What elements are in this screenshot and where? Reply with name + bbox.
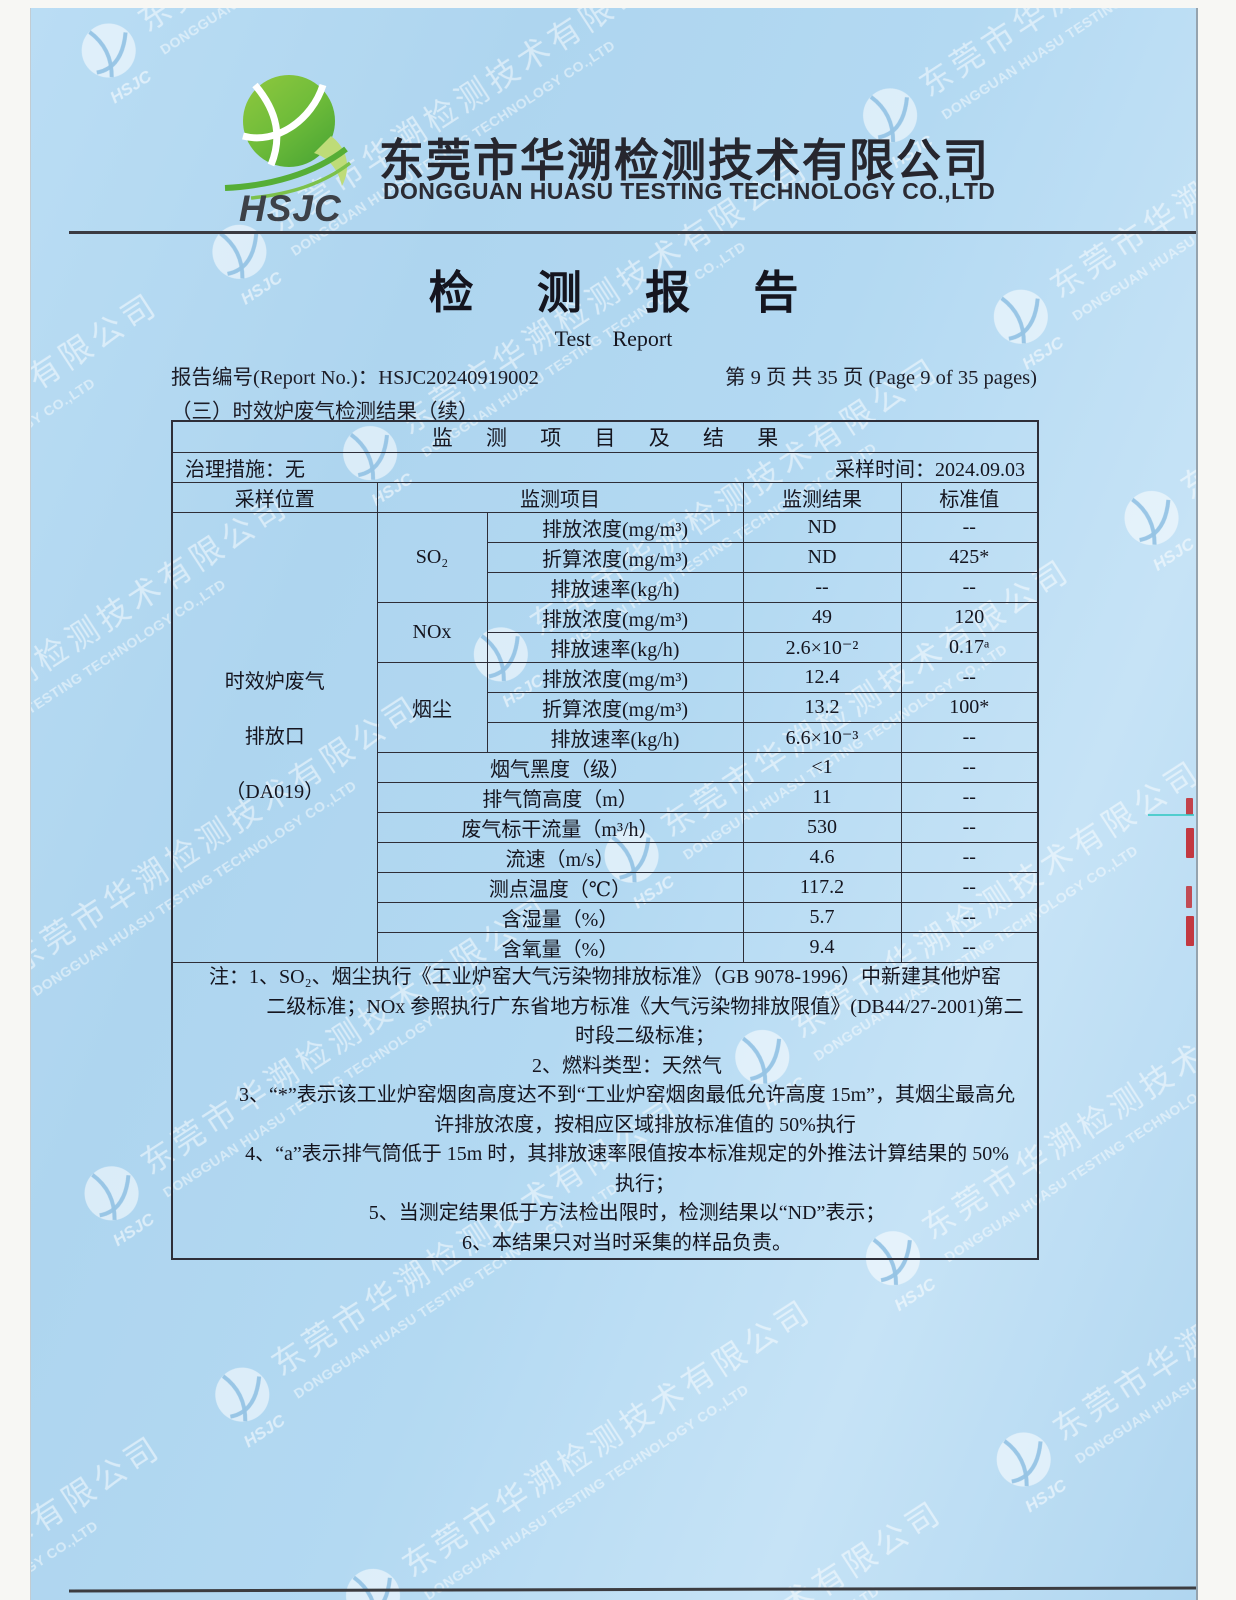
standard-cell: 100* (900, 692, 1039, 723)
standard-cell: -- (900, 782, 1039, 813)
result-cell: 530 (742, 812, 902, 843)
result-cell: 49 (742, 602, 902, 633)
table-row: 烟尘 排放浓度(mg/m³) 12.4 -- (172, 662, 1039, 753)
table-row: 含湿量（%） 5.7 -- (172, 902, 1039, 933)
red-edge-mark (1186, 886, 1192, 908)
table-title: 监 测 项 目 及 结 果 (171, 420, 1039, 453)
note-line: 时段二级标准； (575, 1025, 716, 1047)
sample-position-cell: 时效炉废气 排放口 （DA019） (171, 512, 378, 963)
result-cell: ND (742, 512, 902, 543)
table-row: 含氧量（%） 9.4 -- (172, 932, 1039, 963)
sampling-time: 采样时间：2024.09.03 (835, 459, 1026, 481)
pollutant-group-nox: NOx (376, 602, 488, 663)
param-cell: 排放速率(kg/h) (486, 632, 744, 663)
col-header-standard: 标准值 (900, 482, 1039, 513)
param-cell: 排放速率(kg/h) (486, 722, 744, 753)
param-cell: 排放浓度(mg/m³) (486, 512, 744, 543)
result-cell: 117.2 (742, 872, 902, 903)
table-row: 流速（m/s） 4.6 -- (172, 842, 1039, 873)
col-header-result: 监测结果 (742, 482, 902, 513)
standard-cell: -- (900, 722, 1039, 753)
result-cell: <1 (742, 752, 902, 783)
note-line: 3、“*”表示该工业炉窑烟囱高度达不到“工业炉窑烟囱最低允许高度 15m”，其烟… (238, 1084, 1016, 1106)
pollutant-group-so2: SO₂ (376, 512, 488, 603)
table-row: 折算浓度(mg/m³) 13.2 100* (172, 692, 1039, 723)
param-cell: 测点温度（℃） (376, 872, 744, 903)
standard-cell: -- (900, 752, 1039, 783)
standard-cell: -- (900, 842, 1039, 873)
report-number-label: 报告编号(Report No.)： (171, 367, 379, 389)
standard-cell: 0.17ᵃ (900, 632, 1039, 663)
standard-cell: -- (900, 872, 1039, 903)
standard-cell: -- (900, 932, 1039, 963)
param-cell: 排放浓度(mg/m³) (486, 602, 744, 633)
note-line: 执行； (615, 1172, 676, 1195)
report-number: 报告编号(Report No.)：HSJC20240919002 (171, 360, 539, 390)
standard-cell: -- (900, 512, 1039, 543)
note-line: 6、本结果只对当时采集的样品负责。 (462, 1231, 793, 1254)
company-name-en: DONGGUAN HUASU TESTING TECHNOLOGY CO.,LT… (383, 178, 996, 204)
param-cell: 烟气黑度（级） (376, 752, 744, 783)
scanned-report-page: HSJC 东莞市华溯检测技术有限公司 DONGGUAN HUASU TESTIN… (30, 8, 1198, 1600)
company-logo-icon: HSJC (224, 75, 352, 224)
page-indicator: 第 9 页 共 35 页 (Page 9 of 35 pages) (724, 367, 1037, 389)
table-row: 测点温度（℃） 117.2 -- (172, 872, 1039, 903)
param-cell: 排放速率(kg/h) (486, 572, 744, 603)
result-cell: ND (742, 542, 902, 573)
param-cell: 折算浓度(mg/m³) (486, 542, 744, 573)
note-line: 许排放浓度，按相应区域排放标准值的 50%执行 (434, 1113, 856, 1136)
note-line: 5、当测定结果低于方法检出限时，检测结果以“ND”表示； (368, 1202, 886, 1224)
red-edge-mark (1186, 798, 1193, 815)
report-number-value: HSJC20240919002 (378, 367, 539, 389)
param-cell: 折算浓度(mg/m³) (486, 692, 744, 723)
page-title: 检 测 报 告 (428, 268, 825, 318)
col-header-item: 监测项目 (376, 482, 744, 513)
result-cell: 11 (742, 782, 902, 813)
standard-cell: 425* (900, 542, 1039, 573)
table-row: 烟气黑度（级） <1 -- (172, 752, 1039, 783)
logo-text: HSJC (239, 188, 342, 224)
standard-cell: -- (900, 572, 1039, 603)
pollutant-group-dust: 烟尘 (376, 662, 488, 753)
company-name-cn: 东莞市华溯检测技术有限公司 (379, 135, 991, 186)
param-cell: 流速（m/s） (376, 842, 744, 873)
report-meta-row: 报告编号(Report No.)：HSJC20240919002 第 9 页 共… (171, 360, 1037, 390)
notes-section: 注：1、SO₂、烟尘执行《工业炉窑大气污染物排放标准》（GB 9078-1996… (171, 962, 1039, 1260)
section-title: （三）时效炉废气检测结果（续） (171, 401, 479, 423)
result-cell: 12.4 (742, 662, 902, 693)
note-line: 4、“a”表示排气筒低于 15m 时，其排放速率限值按本标准规定的外推法计算结果… (245, 1143, 1009, 1165)
col-header-position: 采样位置 (171, 482, 378, 513)
results-table: 监 测 项 目 及 结 果 治理措施：无 采样时间：2024.09.03 采样位… (171, 420, 1040, 1260)
footer-divider (68, 1586, 1196, 1593)
logo-swoosh (224, 146, 348, 191)
standard-cell: -- (900, 902, 1039, 933)
table-row: NOx 排放浓度(mg/m³) 49 120 (172, 602, 1039, 663)
param-cell: 含湿量（%） (376, 902, 744, 933)
table-meta-row: 治理措施：无 采样时间：2024.09.03 (171, 452, 1039, 483)
note-line: 二级标准；NOx 参照执行广东省地方标准《大气污染物排放限值》(DB44/27-… (266, 995, 1024, 1018)
page-subtitle: Test Report (554, 326, 673, 351)
result-cell: 2.6×10⁻² (742, 632, 902, 663)
param-cell: 废气标干流量（m³/h） (376, 812, 744, 843)
result-cell: 13.2 (742, 692, 902, 723)
treatment-measure: 治理措施：无 (185, 459, 305, 481)
scan-artifact-line (1148, 814, 1194, 816)
standard-cell: -- (900, 812, 1039, 843)
header-divider (69, 231, 1196, 234)
red-edge-mark (1186, 828, 1194, 858)
result-cell: 9.4 (742, 932, 902, 963)
result-cell: 5.7 (742, 902, 902, 933)
result-cell: 4.6 (742, 842, 902, 873)
note-line: 注：1、SO₂、烟尘执行《工业炉窑大气污染物排放标准》（GB 9078-1996… (209, 966, 1002, 988)
red-edge-mark (1186, 916, 1194, 946)
param-cell: 含氧量（%） (376, 932, 744, 963)
standard-cell: -- (900, 662, 1039, 693)
result-cell: -- (742, 572, 902, 603)
note-line: 2、燃料类型：天然气 (532, 1054, 723, 1077)
standard-cell: 120 (900, 602, 1039, 633)
result-cell: 6.6×10⁻³ (742, 722, 902, 753)
param-cell: 排气筒高度（m） (376, 782, 744, 813)
param-cell: 排放浓度(mg/m³) (486, 662, 744, 693)
table-row: 时效炉废气 排放口 （DA019） SO₂ 排放浓度(mg/m³) ND -- (171, 512, 1039, 963)
